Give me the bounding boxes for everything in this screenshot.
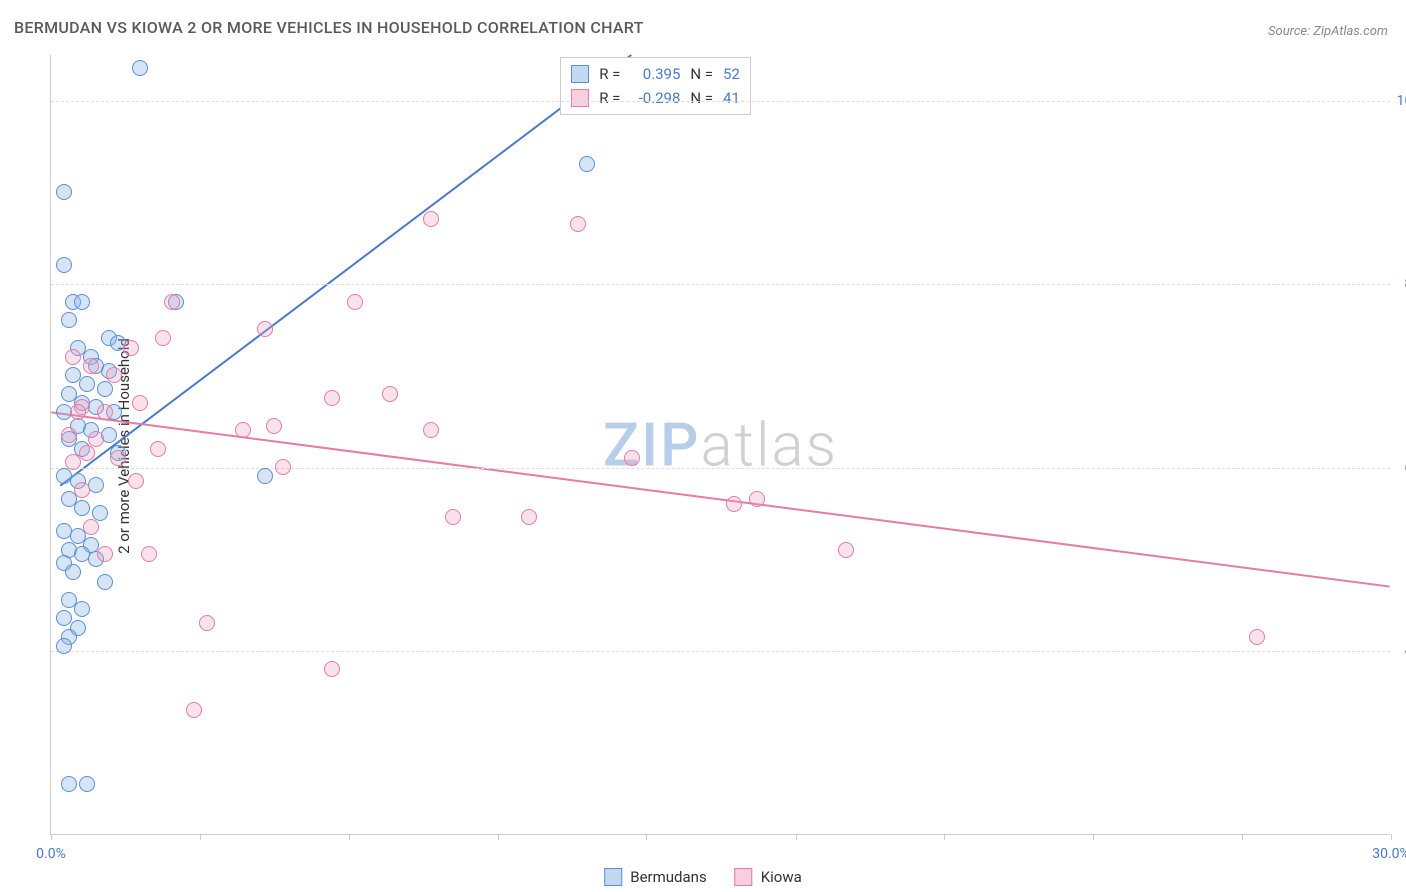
- data-point: [521, 509, 537, 525]
- data-point: [79, 445, 95, 461]
- data-point: [235, 422, 251, 438]
- data-point: [123, 340, 139, 356]
- legend: Bermudans Kiowa: [604, 868, 802, 886]
- data-point: [1249, 629, 1265, 645]
- data-point: [79, 776, 95, 792]
- legend-item: Bermudans: [604, 868, 706, 886]
- data-point: [132, 60, 148, 76]
- legend-item: Kiowa: [735, 868, 802, 886]
- data-point: [97, 546, 113, 562]
- x-tick: [1242, 834, 1243, 840]
- data-point: [97, 574, 113, 590]
- data-point: [445, 509, 461, 525]
- data-point: [97, 404, 113, 420]
- stat-r-value: 0.395: [630, 65, 680, 83]
- data-point: [61, 776, 77, 792]
- data-point: [579, 156, 595, 172]
- x-tick: [944, 834, 945, 840]
- data-point: [324, 390, 340, 406]
- data-point: [106, 367, 122, 383]
- x-tick: [646, 834, 647, 840]
- legend-label: Kiowa: [761, 868, 802, 886]
- stat-n-label: N =: [690, 65, 713, 83]
- data-point: [257, 321, 273, 337]
- legend-swatch: [735, 868, 753, 886]
- data-point: [838, 542, 854, 558]
- data-point: [164, 294, 180, 310]
- x-tick: [796, 834, 797, 840]
- data-point: [266, 418, 282, 434]
- x-tick: [498, 834, 499, 840]
- data-point: [324, 661, 340, 677]
- data-point: [74, 500, 90, 516]
- data-point: [749, 491, 765, 507]
- data-point: [726, 496, 742, 512]
- legend-swatch: [571, 89, 589, 107]
- data-point: [150, 441, 166, 457]
- watermark-logo: ZIPatlas: [603, 409, 838, 480]
- x-tick: [200, 834, 201, 840]
- data-point: [83, 358, 99, 374]
- data-point: [275, 459, 291, 475]
- data-point: [61, 312, 77, 328]
- trend-line: [51, 412, 1389, 586]
- data-point: [624, 450, 640, 466]
- data-point: [65, 454, 81, 470]
- data-point: [65, 564, 81, 580]
- stat-r-label: R =: [599, 65, 620, 83]
- data-point: [61, 427, 77, 443]
- data-point: [110, 450, 126, 466]
- source-attribution: Source: ZipAtlas.com: [1268, 24, 1388, 39]
- data-point: [56, 184, 72, 200]
- gridline: [51, 101, 1390, 102]
- x-tick: [349, 834, 350, 840]
- chart-title: BERMUDAN VS KIOWA 2 OR MORE VEHICLES IN …: [14, 18, 644, 37]
- data-point: [56, 638, 72, 654]
- stats-row: R = -0.298 N = 41: [571, 86, 740, 110]
- data-point: [570, 216, 586, 232]
- data-point: [186, 702, 202, 718]
- stat-n-label: N =: [690, 89, 713, 107]
- legend-label: Bermudans: [630, 868, 706, 886]
- correlation-stats-box: R = 0.395 N = 52 R = -0.298 N = 41: [560, 57, 751, 115]
- stats-row: R = 0.395 N = 52: [571, 62, 740, 86]
- data-point: [199, 615, 215, 631]
- x-tick: [1093, 834, 1094, 840]
- trend-lines-layer: [51, 55, 1390, 834]
- data-point: [74, 601, 90, 617]
- data-point: [74, 482, 90, 498]
- data-point: [155, 330, 171, 346]
- data-point: [70, 404, 86, 420]
- data-point: [65, 349, 81, 365]
- data-point: [79, 376, 95, 392]
- data-point: [128, 473, 144, 489]
- stat-n-value: 52: [723, 65, 740, 83]
- data-point: [83, 519, 99, 535]
- x-tick-label: 0.0%: [36, 846, 66, 862]
- legend-swatch: [571, 65, 589, 83]
- data-point: [423, 422, 439, 438]
- data-point: [257, 468, 273, 484]
- y-tick-label: 100.0%: [1397, 93, 1406, 109]
- data-point: [382, 386, 398, 402]
- data-point: [141, 546, 157, 562]
- gridline: [51, 284, 1390, 285]
- data-point: [423, 211, 439, 227]
- stat-r-label: R =: [599, 89, 620, 107]
- data-point: [132, 395, 148, 411]
- data-point: [97, 381, 113, 397]
- gridline: [51, 468, 1390, 469]
- data-point: [347, 294, 363, 310]
- x-tick-label: 30.0%: [1372, 846, 1406, 862]
- scatter-plot-area: ZIPatlas R =0.395N =52R =-0.298N =41 40.…: [50, 55, 1390, 835]
- legend-swatch: [604, 868, 622, 886]
- stat-n-value: 41: [723, 89, 740, 107]
- data-point: [74, 294, 90, 310]
- data-point: [56, 257, 72, 273]
- gridline: [51, 651, 1390, 652]
- trend-line: [60, 55, 631, 486]
- stat-r-value: -0.298: [630, 89, 680, 107]
- x-tick: [1391, 834, 1392, 840]
- x-tick: [51, 834, 52, 840]
